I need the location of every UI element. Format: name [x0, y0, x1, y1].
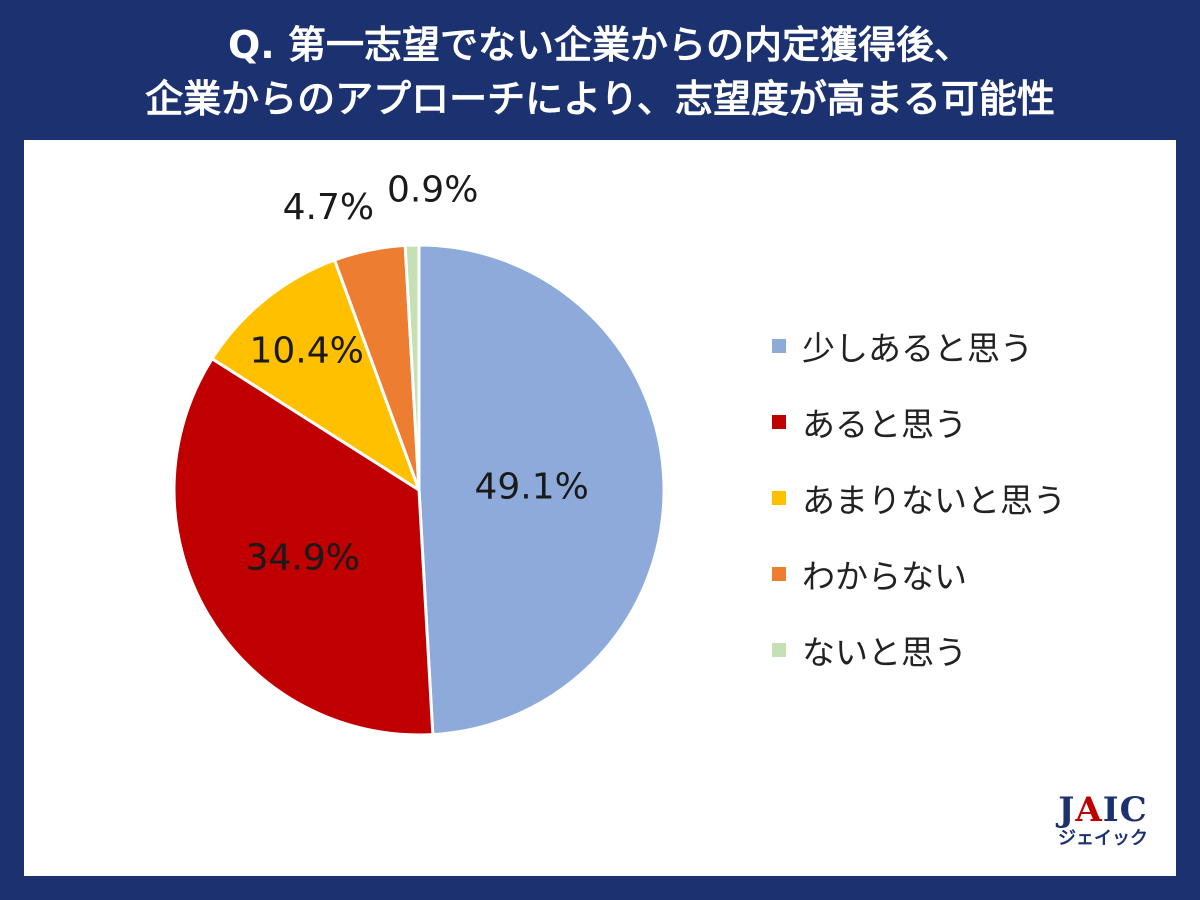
pie-label-5: 0.9%	[387, 170, 478, 211]
pie-slice-1	[417, 243, 666, 737]
pie-label-4: 4.7%	[283, 187, 374, 228]
chart-panel: 49.1% 34.9% 10.4% 4.7% 0.9% 少しあると思う あると思うあまりな…	[24, 140, 1176, 876]
pie-chart: 49.1% 34.9% 10.4% 4.7% 0.9%	[172, 170, 666, 737]
pie-label-3: 10.4%	[250, 330, 364, 371]
legend-label-1: 少しあると思う	[802, 329, 1033, 368]
legend-swatch-5	[772, 643, 786, 657]
pie-labels: 49.1% 34.9% 10.4% 4.7% 0.9%	[246, 170, 589, 579]
legend-item-3: あまりないと思う	[772, 460, 1066, 536]
pie-label-2: 34.9%	[246, 538, 360, 579]
legend-swatch-2	[772, 415, 786, 429]
pie-label-1: 49.1%	[475, 466, 589, 507]
legend-item-2: あると思う	[772, 384, 1066, 460]
legend-item-4: わからない	[772, 536, 1066, 612]
brand-logo-mark: JAIC	[1058, 790, 1148, 830]
legend: 少しあると思う あると思うあまりないと思う わからないないと思う	[772, 308, 1066, 688]
legend-swatch-4	[772, 567, 786, 581]
pie-slices	[172, 243, 666, 737]
pie-slice-2	[172, 357, 435, 737]
brand-logo-subtitle: ジェイック	[1058, 828, 1148, 849]
legend-label-3: あまりないと思う	[802, 481, 1066, 520]
legend-swatch-3	[772, 491, 786, 505]
pie-slice-5	[403, 243, 421, 492]
title-line-1: Q. 第一志望でない企業からの内定獲得後、	[228, 23, 972, 67]
legend-label-4: わからない	[802, 557, 967, 596]
pie-slice-3	[210, 258, 421, 492]
legend-label-5: ないと思う	[802, 633, 967, 672]
brand-logo: JAIC ジェイック	[1058, 792, 1148, 850]
legend-label-2: あると思う	[802, 405, 967, 444]
title-line-2: 企業からのアプローチにより、志望度が高まる可能性	[145, 77, 1055, 121]
legend-item-1: 少しあると思う	[772, 308, 1066, 384]
legend-swatch-1	[772, 339, 786, 353]
page-title: Q. 第一志望でない企業からの内定獲得後、 企業からのアプローチにより、志望度が…	[0, 18, 1200, 126]
legend-item-5: ないと思う	[772, 612, 1066, 688]
